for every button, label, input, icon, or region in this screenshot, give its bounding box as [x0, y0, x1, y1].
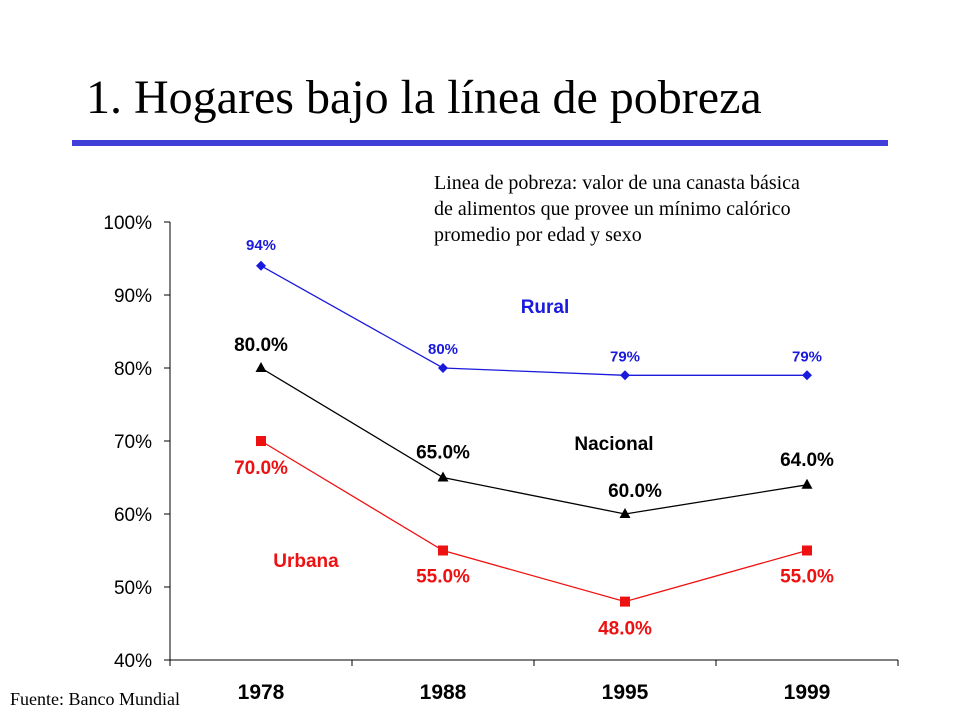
source-note: Fuente: Banco Mundial: [10, 689, 180, 709]
data-label: 60.0%: [608, 481, 662, 502]
nacional-series-line: [260, 367, 808, 515]
square-marker: [620, 596, 630, 607]
triangle-marker: [801, 478, 813, 489]
data-label: 70.0%: [234, 458, 288, 479]
data-label: 80%: [428, 341, 458, 358]
poverty-line-note: Linea de pobreza: valor de una canasta b…: [434, 170, 904, 248]
note-line: Linea de pobreza: valor de una canasta b…: [434, 172, 800, 194]
diamond-marker: [802, 370, 812, 381]
diamond-marker: [256, 260, 266, 271]
square-marker: [438, 545, 448, 556]
diamond-marker: [620, 370, 630, 381]
triangle-marker: [619, 508, 631, 518]
note-line: promedio por edad y sexo: [434, 224, 642, 246]
urbana-series-label: Urbana: [273, 551, 339, 572]
note-line: de alimentos que provee un mínimo calóri…: [434, 198, 791, 220]
y-tick-label: 90%: [114, 286, 152, 307]
data-label: 80.0%: [234, 335, 288, 356]
slide-title: 1. Hogares bajo la línea de pobreza: [86, 71, 762, 124]
data-label: 55.0%: [416, 567, 470, 588]
triangle-marker: [255, 362, 267, 372]
data-label: 48.0%: [598, 619, 652, 640]
y-tick-label: 50%: [114, 578, 152, 599]
y-tick-label: 60%: [114, 505, 152, 526]
rural-series-label: Rural: [521, 297, 570, 318]
data-label: 79%: [792, 348, 822, 365]
data-label: 79%: [610, 348, 640, 365]
x-tick-label: 1978: [238, 681, 285, 704]
diamond-marker: [438, 363, 448, 373]
x-tick-label: 1988: [420, 681, 467, 704]
x-tick-label: 1999: [784, 681, 831, 704]
y-tick-label: 40%: [114, 651, 152, 672]
data-label: 94%: [246, 237, 276, 254]
square-marker: [256, 436, 266, 446]
y-tick-label: 100%: [103, 213, 152, 234]
x-tick-label: 1995: [602, 681, 649, 704]
y-tick-label: 70%: [114, 432, 152, 453]
data-label: 65.0%: [416, 443, 470, 464]
title-underline: [72, 140, 888, 146]
rural-series-line: [260, 265, 807, 376]
triangle-marker: [437, 471, 449, 482]
y-tick-label: 80%: [114, 359, 152, 380]
nacional-series-label: Nacional: [574, 434, 653, 455]
urbana-series-line: [260, 440, 808, 603]
data-label: 64.0%: [780, 450, 834, 471]
data-label: 55.0%: [780, 567, 834, 588]
square-marker: [802, 545, 812, 556]
